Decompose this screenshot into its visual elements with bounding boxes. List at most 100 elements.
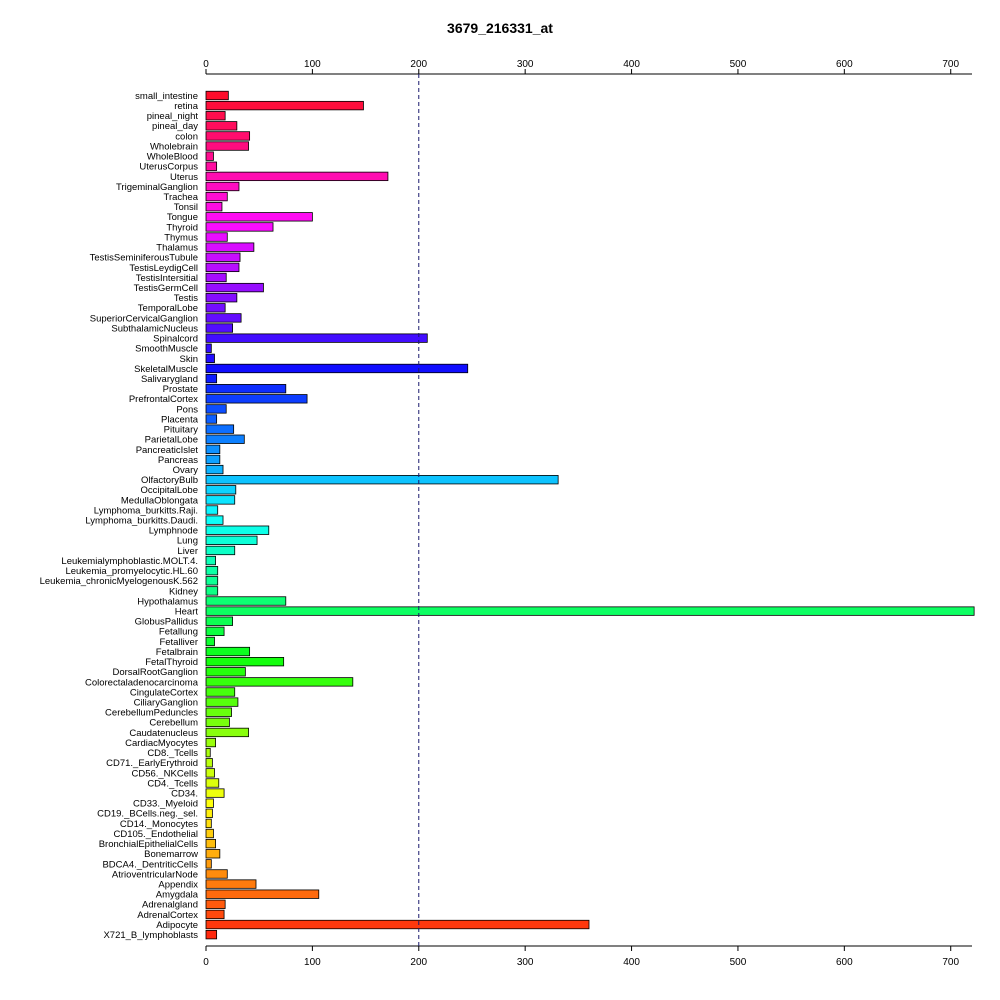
category-label: Wholebrain [150, 141, 198, 152]
bar [205, 444, 221, 455]
bar [205, 363, 469, 374]
bar [205, 505, 219, 515]
category-label: Leukemia_chronicMyelogenousK.562 [40, 576, 198, 587]
category-label: Appendix [158, 879, 198, 890]
bar [205, 515, 224, 525]
category-label: SuperiorCervicalGanglion [90, 313, 198, 324]
bottom-tick-label: 700 [942, 957, 959, 968]
bar [205, 303, 226, 313]
category-label: CD34. [171, 788, 198, 799]
bar [205, 252, 241, 262]
category-label: SkeletalMuscle [134, 364, 198, 375]
category-label: Spinalcord [153, 334, 198, 345]
category-label: CingulateCortex [130, 687, 198, 698]
bar [205, 758, 213, 768]
bar [205, 929, 218, 940]
category-label: Caudatenucleus [129, 728, 198, 739]
bar [205, 899, 226, 909]
category-label: Lymphoma_burkitts.Daudi. [85, 516, 198, 527]
bar [205, 495, 236, 505]
category-label: Leukemia_promyelocytic.HL.60 [65, 566, 198, 577]
bar [205, 212, 313, 222]
category-label: Fetallung [159, 627, 198, 638]
bar [205, 121, 238, 131]
bar [205, 566, 219, 576]
category-label: DorsalRootGanglion [112, 667, 198, 678]
top-tick-label: 700 [942, 59, 959, 70]
category-label: Thalamus [156, 243, 198, 254]
bar [205, 889, 320, 899]
bar [205, 111, 226, 121]
bar [205, 596, 287, 606]
category-label: pineal_day [152, 121, 198, 132]
bar [205, 525, 270, 535]
category-label: GlobusPallidus [135, 617, 199, 628]
bar [205, 131, 251, 141]
bar [205, 727, 249, 738]
category-label: CD8._Tcells [147, 748, 198, 759]
category-label: Cerebellum [149, 718, 198, 729]
top-tick-label: 600 [836, 59, 853, 70]
bar [205, 636, 215, 647]
bar [205, 818, 212, 829]
category-label: CiliaryGanglion [134, 698, 198, 709]
bottom-tick-label: 600 [836, 957, 853, 968]
top-tick-label: 100 [304, 59, 321, 70]
category-label: TestisLeydigCell [129, 263, 198, 274]
category-label: Pituitary [164, 425, 199, 436]
bar [205, 141, 249, 151]
bottom-tick-label: 200 [410, 957, 427, 968]
category-label: Fetalliver [159, 637, 198, 648]
bar [205, 424, 235, 434]
category-label: Thyroid [166, 222, 198, 233]
top-tick-label: 300 [517, 59, 534, 70]
bar [205, 626, 225, 636]
bar [205, 657, 285, 667]
category-label: TestisSeminiferousTubule [90, 253, 198, 264]
category-label: CD105._Endothelial [113, 829, 198, 840]
bar [205, 717, 230, 727]
category-label: MedullaOblongata [121, 495, 199, 506]
bar [205, 464, 224, 475]
category-label: Lymphoma_burkitts.Raji. [94, 505, 198, 516]
category-label: Hypothalamus [137, 596, 198, 607]
category-label: OlfactoryBulb [141, 475, 198, 486]
top-tick-label: 500 [730, 59, 747, 70]
category-label: Leukemialymphoblastic.MOLT.4. [61, 556, 198, 567]
top-tick-label: 200 [410, 59, 427, 70]
bar [205, 879, 257, 889]
bar [205, 667, 246, 677]
bar [205, 586, 219, 596]
bar [205, 282, 264, 293]
category-label: Lung [177, 536, 198, 547]
category-label: FetalThyroid [145, 657, 198, 668]
bar [205, 242, 255, 252]
category-label: CD14._Monocytes [120, 819, 198, 830]
category-label: CD19._BCells.neg._sel. [97, 809, 198, 820]
category-label: Thymus [164, 232, 198, 243]
bottom-tick-label: 300 [517, 957, 534, 968]
bottom-tick-label: 500 [730, 957, 747, 968]
bar [205, 232, 228, 242]
category-label: SmoothMuscle [135, 344, 198, 355]
bar [205, 373, 218, 384]
bar [205, 353, 215, 364]
bar [205, 343, 212, 353]
bar [205, 798, 214, 808]
category-label: Kidney [169, 586, 198, 597]
category-label: BronchialEpithelialCells [99, 839, 199, 850]
bar [205, 181, 240, 192]
bar [205, 707, 232, 717]
bar [205, 272, 227, 283]
category-label: Tonsil [174, 202, 198, 213]
category-label: Bonemarrow [144, 849, 198, 860]
category-label: BDCA4._DentriticCells [102, 859, 198, 870]
bar [205, 414, 218, 424]
bar [205, 869, 228, 879]
bar [205, 262, 240, 273]
category-label: Pancreas [158, 455, 198, 466]
bar [205, 606, 975, 616]
bar [205, 171, 389, 182]
category-label: Salivarygland [141, 374, 198, 385]
